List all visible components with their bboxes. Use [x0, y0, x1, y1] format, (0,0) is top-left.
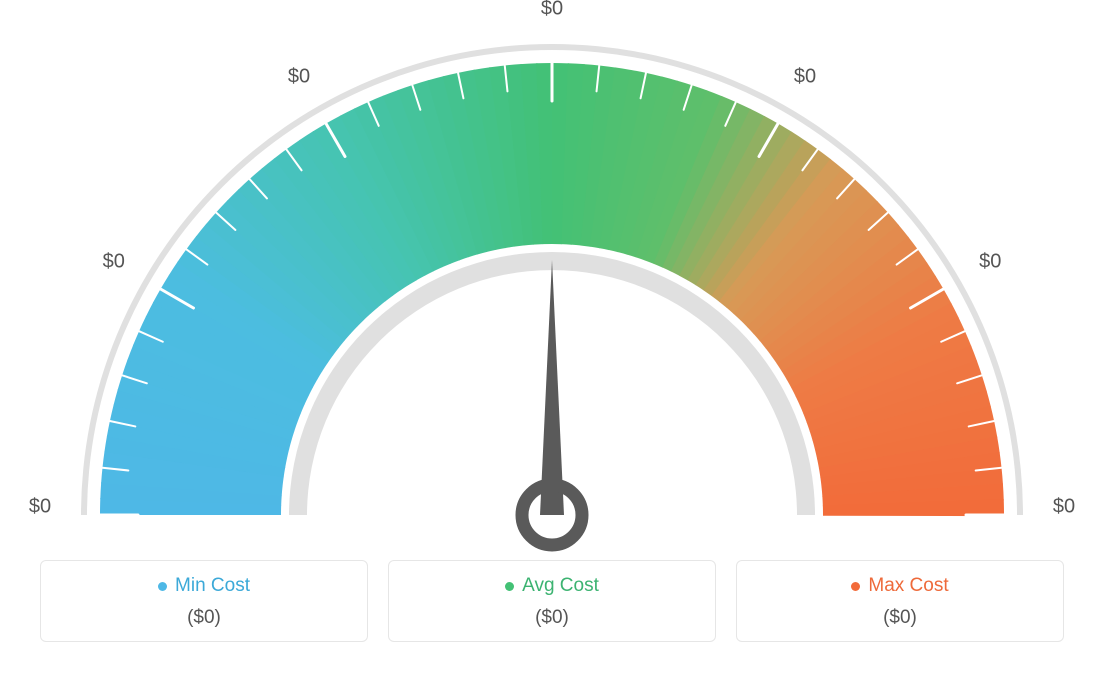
gauge-tick-label: $0: [288, 65, 310, 88]
gauge-container: $0 $0 $0 $0 $0 $0 $0: [0, 0, 1104, 560]
legend-value-avg: ($0): [389, 607, 715, 629]
legend-row: Min Cost ($0) Avg Cost ($0) Max Cost ($0…: [0, 560, 1104, 642]
legend-label-min: Min Cost: [175, 575, 250, 597]
gauge-tick-label: $0: [794, 65, 816, 88]
gauge-tick-label: $0: [1053, 496, 1075, 519]
legend-label-avg: Avg Cost: [522, 575, 599, 597]
legend-value-max: ($0): [737, 607, 1063, 629]
legend-card-avg: Avg Cost ($0): [388, 560, 716, 642]
gauge-tick-label: $0: [979, 251, 1001, 274]
legend-value-min: ($0): [41, 607, 367, 629]
legend-title-max: Max Cost: [851, 575, 948, 597]
legend-title-min: Min Cost: [158, 575, 250, 597]
legend-title-avg: Avg Cost: [505, 575, 599, 597]
gauge-tick-label: $0: [103, 251, 125, 274]
gauge-chart: [0, 0, 1104, 560]
gauge-tick-label: $0: [29, 496, 51, 519]
legend-card-min: Min Cost ($0): [40, 560, 368, 642]
legend-label-max: Max Cost: [868, 575, 948, 597]
legend-dot-avg: [505, 582, 514, 591]
gauge-tick-label: $0: [541, 0, 563, 21]
legend-dot-min: [158, 582, 167, 591]
legend-dot-max: [851, 582, 860, 591]
legend-card-max: Max Cost ($0): [736, 560, 1064, 642]
